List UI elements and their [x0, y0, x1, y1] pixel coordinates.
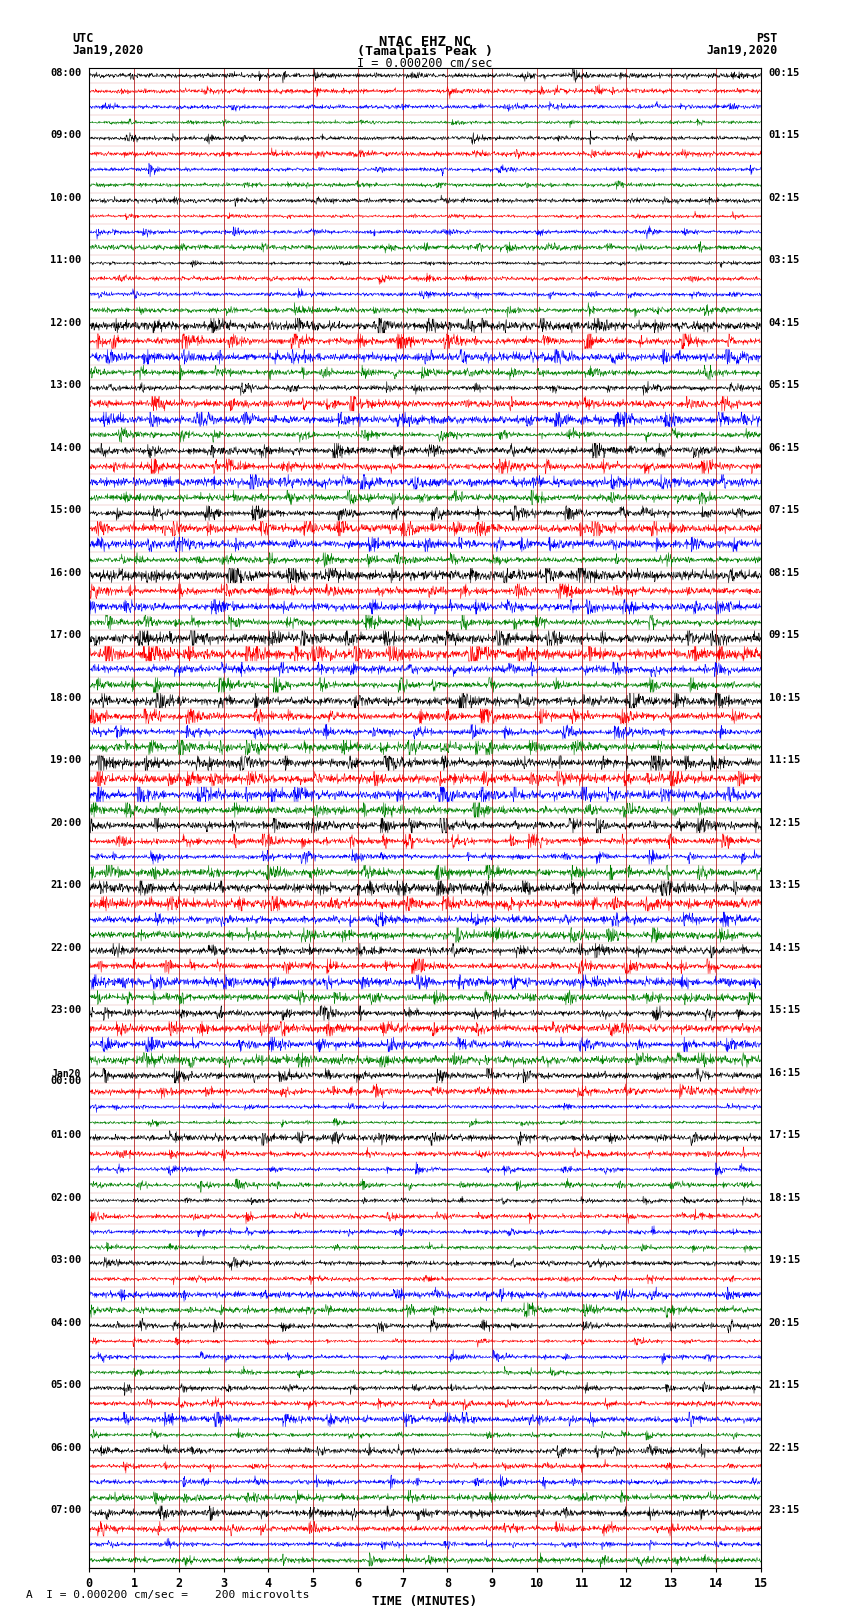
Text: 19:00: 19:00 — [50, 755, 82, 765]
Text: NTAC EHZ NC: NTAC EHZ NC — [379, 35, 471, 50]
Text: Jan19,2020: Jan19,2020 — [72, 44, 144, 56]
Text: I = 0.000200 cm/sec: I = 0.000200 cm/sec — [357, 56, 493, 69]
Text: 18:00: 18:00 — [50, 694, 82, 703]
Text: 00:15: 00:15 — [768, 68, 800, 77]
Text: 08:15: 08:15 — [768, 568, 800, 577]
Text: 15:15: 15:15 — [768, 1005, 800, 1015]
Text: 12:00: 12:00 — [50, 318, 82, 327]
Text: 04:15: 04:15 — [768, 318, 800, 327]
Text: 22:15: 22:15 — [768, 1442, 800, 1453]
Text: 03:15: 03:15 — [768, 255, 800, 265]
Text: PST: PST — [756, 32, 778, 45]
Text: 19:15: 19:15 — [768, 1255, 800, 1265]
Text: 02:15: 02:15 — [768, 192, 800, 203]
Text: 13:15: 13:15 — [768, 881, 800, 890]
Text: A  I = 0.000200 cm/sec =    200 microvolts: A I = 0.000200 cm/sec = 200 microvolts — [26, 1590, 309, 1600]
Text: 08:00: 08:00 — [50, 68, 82, 77]
Text: 18:15: 18:15 — [768, 1194, 800, 1203]
Text: Jan20: Jan20 — [52, 1068, 82, 1079]
Text: 23:00: 23:00 — [50, 1005, 82, 1015]
Text: (Tamalpais Peak ): (Tamalpais Peak ) — [357, 45, 493, 58]
Text: 09:15: 09:15 — [768, 631, 800, 640]
Text: 02:00: 02:00 — [50, 1194, 82, 1203]
Text: 05:15: 05:15 — [768, 381, 800, 390]
Text: 17:00: 17:00 — [50, 631, 82, 640]
Text: 03:00: 03:00 — [50, 1255, 82, 1265]
Text: 04:00: 04:00 — [50, 1318, 82, 1327]
Text: 01:15: 01:15 — [768, 131, 800, 140]
Text: 00:00: 00:00 — [50, 1076, 82, 1087]
Text: 12:15: 12:15 — [768, 818, 800, 827]
Text: 10:15: 10:15 — [768, 694, 800, 703]
Text: 11:00: 11:00 — [50, 255, 82, 265]
Text: 07:15: 07:15 — [768, 505, 800, 515]
Text: 05:00: 05:00 — [50, 1381, 82, 1390]
Text: 07:00: 07:00 — [50, 1505, 82, 1515]
Text: UTC: UTC — [72, 32, 94, 45]
X-axis label: TIME (MINUTES): TIME (MINUTES) — [372, 1595, 478, 1608]
Text: 16:00: 16:00 — [50, 568, 82, 577]
Text: 22:00: 22:00 — [50, 942, 82, 953]
Text: 20:00: 20:00 — [50, 818, 82, 827]
Text: 13:00: 13:00 — [50, 381, 82, 390]
Text: 14:15: 14:15 — [768, 942, 800, 953]
Text: 01:00: 01:00 — [50, 1131, 82, 1140]
Text: Jan19,2020: Jan19,2020 — [706, 44, 778, 56]
Text: 21:00: 21:00 — [50, 881, 82, 890]
Text: 15:00: 15:00 — [50, 505, 82, 515]
Text: 06:15: 06:15 — [768, 442, 800, 453]
Text: 06:00: 06:00 — [50, 1442, 82, 1453]
Text: 11:15: 11:15 — [768, 755, 800, 765]
Text: 17:15: 17:15 — [768, 1131, 800, 1140]
Text: 10:00: 10:00 — [50, 192, 82, 203]
Text: 09:00: 09:00 — [50, 131, 82, 140]
Text: 21:15: 21:15 — [768, 1381, 800, 1390]
Text: 16:15: 16:15 — [768, 1068, 800, 1077]
Text: 23:15: 23:15 — [768, 1505, 800, 1515]
Text: 14:00: 14:00 — [50, 442, 82, 453]
Text: 20:15: 20:15 — [768, 1318, 800, 1327]
